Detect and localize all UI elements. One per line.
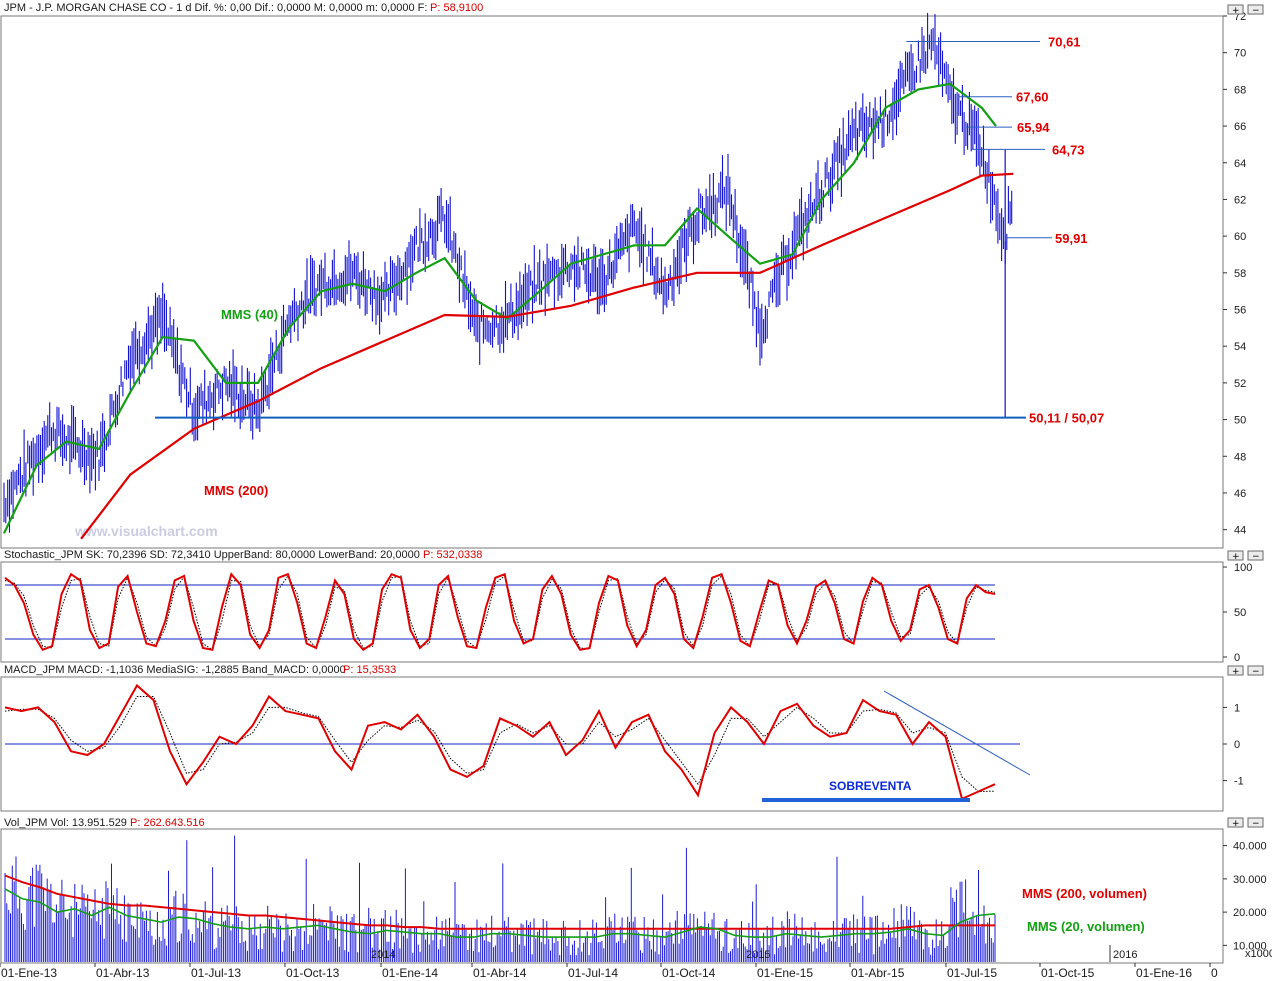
mms200-annotation: MMS (200) [204,483,268,498]
stoch-tick-label: 0 [1234,652,1240,664]
volume-header-last: P: 262.643.516 [130,817,205,829]
zoom-in-button[interactable] [1227,4,1244,15]
price-panel: JPM - J.P. MORGAN CHASE CO - 1 d Dif. %:… [0,2,1246,549]
macd-tick-label: 0 [1234,739,1240,751]
x-tick-label: 01-Oct-14 [662,966,716,980]
stoch-tick-label: 50 [1234,607,1246,619]
price-tick-label: 54 [1234,341,1246,353]
zoom-out-button[interactable] [1247,550,1264,561]
x-tick-label: 01-Oct-13 [286,966,340,980]
year-label: 2016 [1113,949,1137,961]
price-tick-label: 68 [1234,84,1246,96]
price-header: JPM - J.P. MORGAN CHASE CO - 1 d Dif. %:… [4,2,427,14]
macd-header: MACD_JPM MACD: -1,1036 MediaSIG: -1,2885… [4,664,346,676]
volume-header: Vol_JPM Vol: 13.951.529 [4,817,127,829]
price-tick-label: 70 [1234,48,1246,60]
x-tick-label: 01-Jul-15 [947,966,997,980]
x-tick-label: 01-Ene-13 [1,966,57,980]
price-tick-label: 44 [1234,525,1246,537]
sobreventa-annotation: SOBREVENTA [829,779,912,793]
x-tick-label: 01-Ene-15 [757,966,813,980]
vol-tick-label: 20.000 [1233,907,1267,919]
vol-year-mark: 2014 [371,949,395,961]
volume-unit: x1000 [1245,948,1272,960]
x-tick-label: 01-Ene-16 [1136,966,1192,980]
vol-mms200-line [4,874,995,930]
zoom-in-button[interactable] [1227,817,1244,828]
volume-plot-area [0,828,1224,964]
x-tick-label: 01-Jul-14 [568,966,618,980]
stoch-tick-label: 100 [1234,562,1252,574]
level-label: 59,91 [1055,231,1088,246]
price-tick-label: 58 [1234,268,1246,280]
macd-line [4,683,996,801]
zoom-out-button[interactable] [1247,817,1264,828]
vol-mms20-annotation: MMS (20, volumen) [1027,919,1145,934]
stochastic-header: Stochastic_JPM SK: 70,2396 SD: 72,3410 U… [4,549,420,561]
stochastic-header-last: P: 532,0338 [423,549,482,561]
zoom-out-button[interactable] [1247,4,1264,15]
macd-tick-label: 1 [1234,702,1240,714]
level-label: 65,94 [1017,120,1050,135]
price-tick-label: 50 [1234,415,1246,427]
macd-signal-line [4,696,996,793]
price-tick-label: 60 [1234,231,1246,243]
macd-header-last: P: 15,3533 [343,664,396,676]
level-label: 67,60 [1016,90,1049,105]
x-tick-label: 01-Abr-15 [851,966,905,980]
price-tick-label: 48 [1234,451,1246,463]
volume-series: 10.000 20.000 30.000 40.000 2014 2015 2016 [4,835,1267,962]
price-tick-label: 62 [1234,194,1246,206]
x-tick-label: 01-Jul-13 [191,966,241,980]
stochastic-series: 0 50 100 [4,562,1252,664]
price-tick-label: 56 [1234,305,1246,317]
price-header-last: P: 58,9100 [430,2,483,14]
moving-averages [3,82,1014,540]
macd-tick-label: -1 [1234,776,1244,788]
vol-year-mark: 2015 [746,949,770,961]
macd-series: -1 0 1 [4,683,1244,802]
zoom-in-button[interactable] [1227,550,1244,561]
level-label: 64,73 [1052,142,1085,157]
mms200-line [80,172,1014,540]
stochastic-panel: Stochastic_JPM SK: 70,2396 SD: 72,3410 U… [0,549,1252,664]
price-tick-label: 46 [1234,488,1246,500]
x-tick-label: 01-Abr-13 [96,966,150,980]
stoch-sd-line [4,575,996,651]
price-tick-label: 64 [1234,158,1246,170]
stoch-sk-line [4,572,996,652]
vol-mms200-annotation: MMS (200, volumen) [1022,886,1147,901]
level-label: 70,61 [1048,34,1081,49]
x-tick-label: 0 [1211,966,1218,980]
level-label: 50,11 / 50,07 [1029,411,1104,426]
macd-trendline [883,690,1031,776]
watermark: www.visualchart.com [74,523,218,539]
vol-tick-label: 30.000 [1233,874,1267,886]
volume-panel: Vol_JPM Vol: 13.951.529 P: 262.643.516 1… [0,817,1272,964]
mms40-line [3,82,997,534]
price-tick-label: 52 [1234,378,1246,390]
x-tick-label: 01-Ene-14 [382,966,438,980]
x-tick-label: 01-Abr-14 [473,966,527,980]
vol-tick-label: 10.000 [1233,940,1267,952]
macd-panel: MACD_JPM MACD: -1,1036 MediaSIG: -1,2885… [0,664,1244,812]
vol-tick-label: 40.000 [1233,841,1267,853]
zoom-out-button[interactable] [1247,665,1264,676]
x-tick-label: 01-Oct-15 [1041,966,1095,980]
price-tick-label: 66 [1234,121,1246,133]
x-axis: 01-Ene-13 01-Abr-13 01-Jul-13 01-Oct-13 01-E… [0,962,1223,980]
mms40-annotation: MMS (40) [221,307,278,322]
vol-mms20-line [4,888,996,938]
zoom-in-button[interactable] [1227,665,1244,676]
